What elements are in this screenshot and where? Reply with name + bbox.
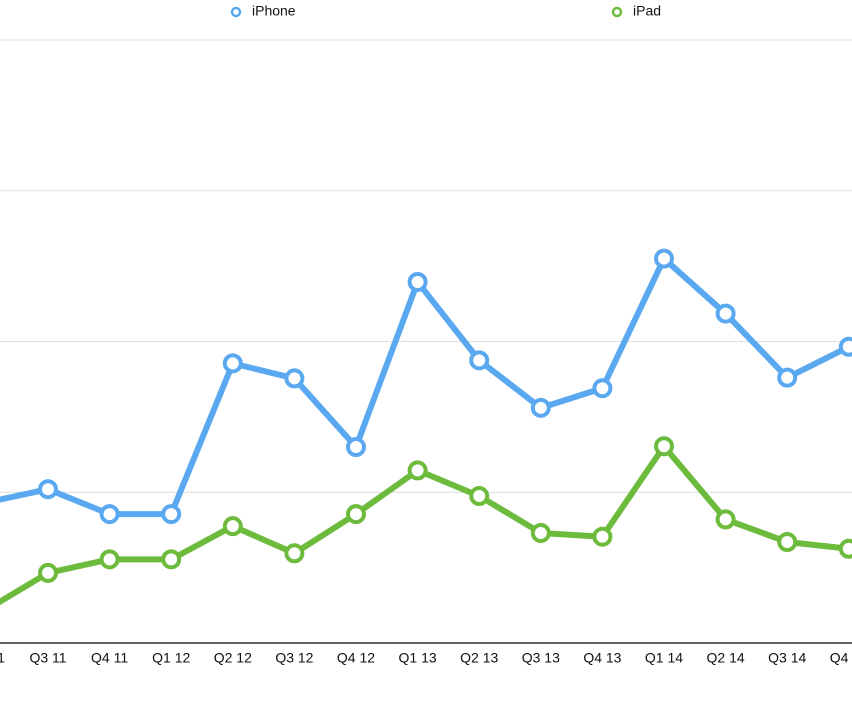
legend-marker[interactable] <box>230 6 242 18</box>
x-tick-label: Q1 14 <box>645 650 683 666</box>
data-point <box>222 353 243 374</box>
x-tick-label: Q2 14 <box>707 650 745 666</box>
x-tick-label: Q3 13 <box>522 650 560 666</box>
x-tick-label: Q1 12 <box>152 650 190 666</box>
x-tick-label: Q3 11 <box>29 650 66 666</box>
data-point <box>284 543 305 564</box>
data-point <box>38 479 58 500</box>
x-tick-label: Q4 14 <box>830 650 852 666</box>
data-point <box>99 504 120 525</box>
data-point <box>592 526 613 547</box>
data-point <box>284 368 305 389</box>
data-point <box>346 437 366 458</box>
data-point <box>469 350 490 371</box>
x-tick-label: Q2 12 <box>214 650 252 666</box>
data-point <box>715 509 736 530</box>
data-point <box>407 460 428 481</box>
data-point <box>838 538 852 559</box>
x-tick-label: Q4 11 <box>91 650 128 666</box>
legend-marker[interactable] <box>611 6 623 18</box>
data-point <box>222 516 243 537</box>
data-point <box>407 271 428 292</box>
x-tick-label: Q2 11 <box>0 650 5 666</box>
legend-label[interactable]: iPhone <box>252 3 296 19</box>
data-point <box>838 336 852 357</box>
legend-label[interactable]: iPad <box>633 3 661 19</box>
data-point <box>530 397 551 418</box>
data-point <box>654 248 674 269</box>
x-tick-label: Q1 13 <box>399 650 437 666</box>
data-point <box>592 378 613 399</box>
data-point <box>715 303 736 324</box>
x-tick-label: Q4 12 <box>337 650 375 666</box>
data-point <box>469 486 490 507</box>
data-point <box>38 562 58 583</box>
data-point <box>654 436 674 457</box>
data-point <box>530 522 551 543</box>
data-point <box>777 531 798 552</box>
data-point <box>161 549 182 570</box>
data-point <box>161 504 182 525</box>
x-tick-label: Q4 13 <box>583 650 621 666</box>
x-tick-label: Q3 14 <box>768 650 806 666</box>
x-tick-label: Q2 13 <box>460 650 498 666</box>
x-tick-label: Q3 12 <box>275 650 313 666</box>
data-point <box>99 549 120 570</box>
data-point <box>346 504 366 525</box>
data-point <box>777 367 798 388</box>
